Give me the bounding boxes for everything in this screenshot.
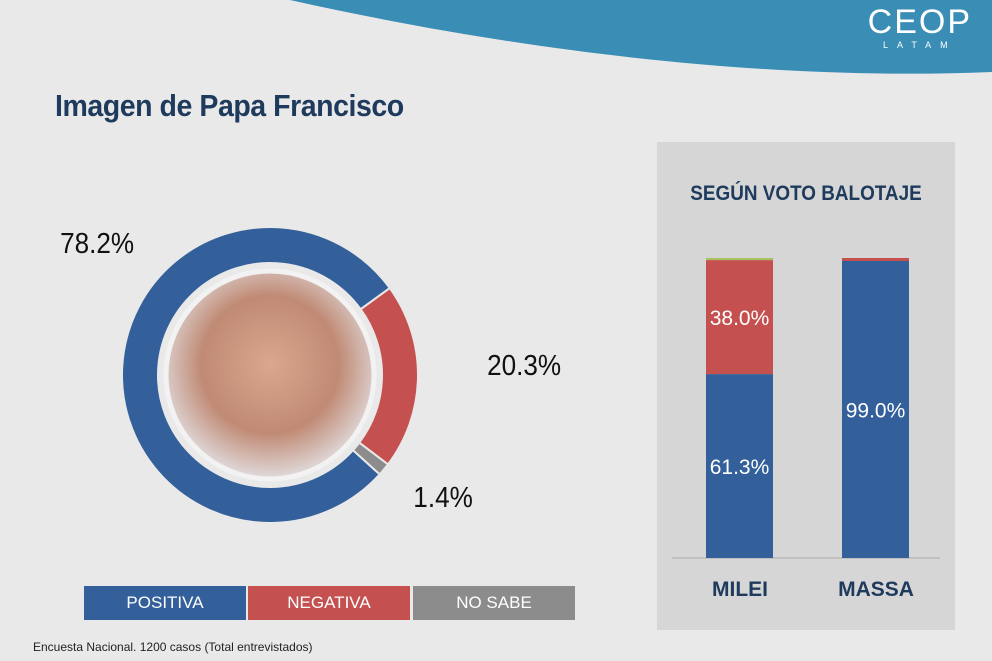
label-no-sabe: 1.4% <box>413 482 473 514</box>
donut-chart <box>121 226 419 524</box>
bar-milei-no-sabe <box>706 258 773 261</box>
bar-milei-negativa <box>706 260 773 375</box>
panel-title: SEGÚN VOTO BALOTAJE <box>690 182 922 205</box>
legend-positiva: POSITIVA <box>84 586 246 620</box>
bar-label: 38.0% <box>710 307 770 330</box>
category-milei: MILEI <box>712 578 768 601</box>
bar-label: 61.3% <box>710 456 770 479</box>
bar-massa-negativa <box>842 258 909 261</box>
slice-positiva <box>121 226 392 524</box>
ceop-logo: CEOP LATAM <box>867 3 972 50</box>
legend-negativa: NEGATIVA <box>248 586 410 620</box>
category-massa: MASSA <box>838 578 914 601</box>
bar-massa-positiva <box>842 261 909 558</box>
chart-title: Imagen de Papa Francisco <box>55 88 404 123</box>
pope-photo <box>163 268 377 482</box>
header-band <box>290 0 992 74</box>
bar-milei-positiva <box>706 374 773 558</box>
legend-no-sabe: NO SABE <box>413 586 575 620</box>
footnote: Encuesta Nacional. 1200 casos (Total ent… <box>33 640 313 654</box>
label-positiva: 78.2% <box>60 228 135 260</box>
bar-label: 99.0% <box>846 400 906 423</box>
label-negativa: 20.3% <box>487 350 562 382</box>
